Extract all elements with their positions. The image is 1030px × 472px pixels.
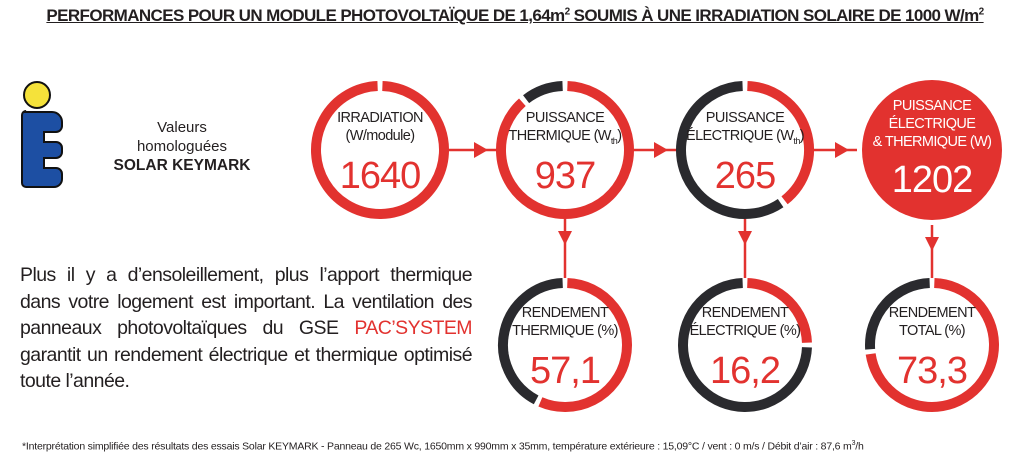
ring-fill: [496, 81, 634, 219]
circle-value: 1640: [340, 155, 421, 197]
circle-label: THERMIQUE (%): [512, 323, 618, 339]
circle-value: 16,2: [710, 350, 780, 392]
ring-remainder: [678, 278, 812, 412]
filled-disc: [862, 80, 1002, 220]
ring-remainder: [498, 278, 563, 405]
circle-label: ÉLECTRIQUE: [889, 115, 977, 132]
keymark-caption: Valeurs homologuées SOLAR KEYMARK: [108, 118, 256, 175]
page-title: PERFORMANCES POUR UN MODULE PHOTOVOLTAÏQ…: [46, 6, 984, 25]
circle-label: RENDEMENT: [702, 305, 789, 321]
keymark-line3: SOLAR KEYMARK: [113, 157, 251, 174]
circle-value: 73,3: [897, 350, 967, 392]
circle-label: & THERMIQUE (W): [873, 134, 992, 150]
circle-label: PUISSANCE: [893, 98, 972, 114]
brand-highlight: PAC’SYSTEM: [354, 317, 472, 339]
ring-fill: [311, 81, 449, 219]
circle-rendement-total: RENDEMENT TOTAL (%) 73,3: [865, 278, 999, 412]
arrow-down-icon: [558, 231, 572, 245]
circle-value: 937: [535, 155, 595, 197]
ring-fill: [746, 278, 812, 344]
keymark-line1: Valeurs: [157, 119, 207, 136]
circle-value: 57,1: [530, 350, 600, 392]
keymark-line2: homologuées: [136, 138, 228, 155]
ring-fill: [538, 278, 632, 412]
solar-keymark-logo: [21, 81, 63, 188]
arrow-down-icon: [738, 231, 752, 245]
circle-label: RENDEMENT: [522, 305, 609, 321]
circle-label: THERMIQUE (Wth): [509, 128, 622, 146]
circle-label: PUISSANCE: [706, 110, 785, 126]
description-paragraph: Plus il y a d’ensoleillement, plus l’app…: [20, 264, 473, 392]
circle-puissance-thermique: PUISSANCE THERMIQUE (Wth) 937: [496, 81, 634, 219]
circle-value: 1202: [892, 159, 973, 201]
circle-label: ÉLECTRIQUE (%): [690, 322, 801, 339]
circle-label: IRRADIATION: [337, 110, 423, 126]
circle-label: TOTAL (%): [899, 323, 965, 339]
arrow-right-icon: [835, 142, 849, 158]
circle-label: PUISSANCE: [526, 110, 605, 126]
arrow-right-icon: [654, 142, 668, 158]
arrow-down-icon: [925, 237, 939, 251]
ring-fill: [747, 81, 814, 205]
circle-value: 265: [715, 155, 775, 197]
ring-remainder: [676, 81, 784, 219]
ring-remainder: [523, 81, 563, 104]
ring-remainder: [865, 278, 931, 350]
circle-label: (W/module): [346, 128, 415, 144]
ring-fill: [865, 278, 999, 412]
circle-label: ÉLECTRIQUE (Wth): [686, 127, 804, 146]
connectors: [449, 142, 939, 278]
footnote: *Interprétation simplifiée des résultats…: [22, 440, 864, 453]
circle-irradiation: IRRADIATION (W/module) 1640: [311, 81, 449, 219]
arrow-right-icon: [474, 142, 488, 158]
circle-rendement-thermique: RENDEMENT THERMIQUE (%) 57,1: [498, 278, 632, 412]
circle-label: RENDEMENT: [889, 305, 976, 321]
